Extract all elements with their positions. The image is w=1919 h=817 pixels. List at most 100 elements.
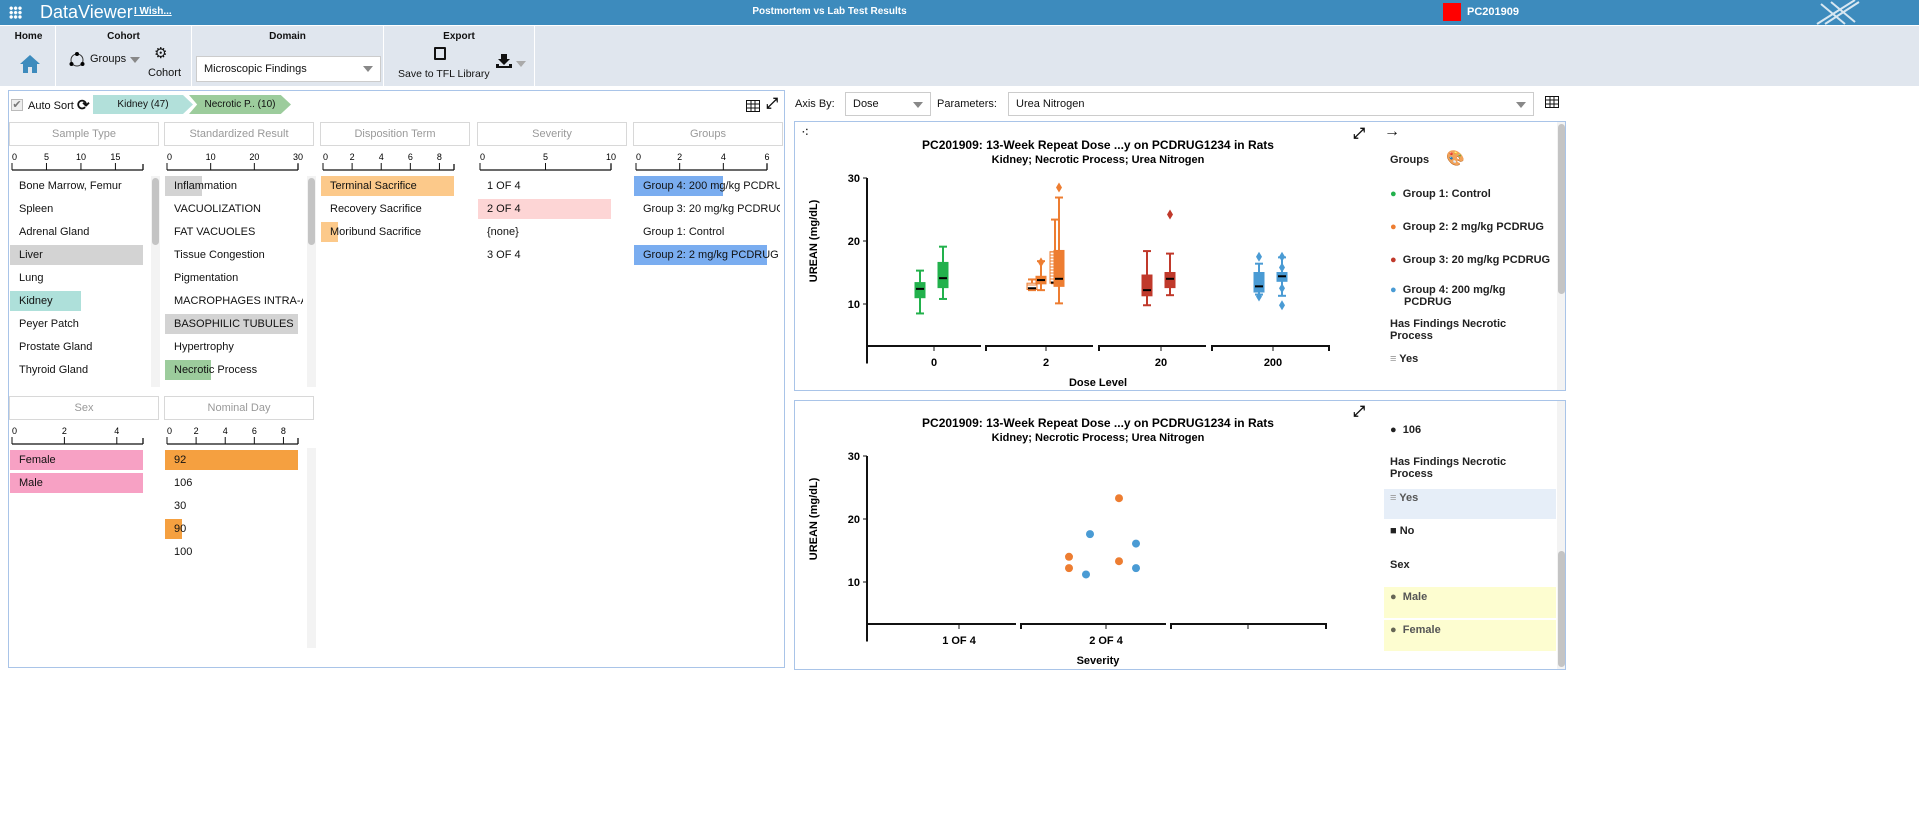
legend-item[interactable]: ● Male (1384, 587, 1556, 618)
facet-item[interactable]: 90 (165, 519, 303, 539)
facet-item[interactable]: Terminal Sacrifice (321, 176, 467, 196)
collapse-legend-arrow-icon[interactable]: → (1384, 123, 1400, 140)
facet-item[interactable]: Necrotic Process (165, 360, 303, 380)
facet-item[interactable]: 92 (165, 450, 303, 470)
palette-icon[interactable]: 🎨 (1446, 150, 1465, 167)
facet-item[interactable]: Spleen (10, 199, 148, 219)
legend-item[interactable]: ≡ Yes (1384, 353, 1556, 365)
facet-item[interactable]: 3 OF 4 (478, 245, 624, 265)
facet-item[interactable]: 100 (165, 542, 303, 562)
auto-sort-checkbox[interactable]: ✔ (11, 99, 23, 111)
facet-item-bar (321, 222, 338, 242)
cohort-button[interactable]: Cohort (148, 67, 182, 79)
axis-tick-label: 4 (114, 426, 119, 436)
outlier-point (1279, 283, 1285, 294)
facet-item[interactable]: Liver (10, 245, 148, 265)
facet-item[interactable]: Thyroid Gland (10, 360, 148, 380)
facet-scrollbar[interactable] (307, 448, 316, 648)
table-icon[interactable] (746, 100, 760, 112)
legend-item[interactable]: ■ No (1384, 525, 1556, 537)
facet-item[interactable]: Group 1: Control (634, 222, 780, 242)
facet-header[interactable]: Disposition Term (320, 122, 470, 146)
export-caret-icon[interactable] (516, 61, 526, 67)
facet-item[interactable]: {none} (478, 222, 624, 242)
facet-item[interactable]: Inflammation (165, 176, 303, 196)
axis-tick-label: 10 (76, 152, 86, 162)
groups-dropdown[interactable]: Groups (90, 53, 127, 65)
facet-header[interactable]: Nominal Day (164, 396, 314, 420)
facet-item[interactable]: FAT VACUOLES (165, 222, 303, 242)
facet-item[interactable]: 2 OF 4 (478, 199, 624, 219)
legend-scrollbar[interactable] (1557, 401, 1565, 669)
axis-by-dropdown[interactable]: Dose (845, 92, 931, 116)
facet-item-label: Inflammation (174, 180, 237, 192)
facet-item[interactable]: Recovery Sacrifice (321, 199, 467, 219)
facet-item[interactable]: Pigmentation (165, 268, 303, 288)
facet-item[interactable]: Tissue Congestion (165, 245, 303, 265)
legend-scrollbar[interactable] (1557, 122, 1565, 390)
study-id[interactable]: PC201909 (1467, 6, 1519, 18)
legend-item[interactable]: ≡ Yes (1384, 489, 1556, 519)
legend-item[interactable]: ● Group 1: Control (1384, 188, 1556, 200)
facet-scrollbar[interactable] (151, 176, 160, 387)
gear-icon[interactable]: ⚙ (154, 45, 168, 62)
facet-item[interactable]: Hypertrophy (165, 337, 303, 357)
axis-tick-label: 15 (110, 152, 120, 162)
legend-item[interactable]: ● 106 (1384, 424, 1556, 436)
table-icon[interactable] (1545, 96, 1559, 108)
expand-chart-icon[interactable]: ⤢ (1353, 403, 1366, 420)
app-grid-icon[interactable] (9, 6, 22, 19)
facet-item[interactable]: Bone Marrow, Femur (10, 176, 148, 196)
facet-item-label: Group 4: 200 mg/kg PCDRUG (643, 180, 780, 192)
facet-item-label: FAT VACUOLES (174, 226, 256, 238)
facet-item[interactable]: Female (10, 450, 156, 470)
facet-header[interactable]: Sample Type (9, 122, 159, 146)
facet-item[interactable]: Adrenal Gland (10, 222, 148, 242)
x-tick-label: 0 (931, 357, 937, 369)
facet-item[interactable]: Lung (10, 268, 148, 288)
legend-item[interactable]: ● Group 4: 200 mg/kg PCDRUG (1384, 284, 1534, 308)
breadcrumb-chip[interactable]: Kidney (47) (93, 95, 193, 114)
facet-header[interactable]: Sex (9, 396, 159, 420)
facet-header[interactable]: Groups (633, 122, 783, 146)
facet-item[interactable]: Male (10, 473, 156, 493)
plot-type-icon[interactable]: ⁖ (801, 124, 810, 140)
refresh-icon[interactable]: ⟳ (77, 97, 90, 114)
domain-dropdown[interactable]: Microscopic Findings (196, 56, 381, 82)
i-wish-link[interactable]: I Wish... (134, 6, 172, 17)
home-icon[interactable] (19, 54, 41, 74)
legend-item[interactable]: ● Female (1384, 620, 1556, 651)
facet-item[interactable]: Moribund Sacrifice (321, 222, 467, 242)
facet-header[interactable]: Standardized Result (164, 122, 314, 146)
expand-icon[interactable]: ⤢ (766, 95, 779, 112)
facet-item[interactable]: Kidney (10, 291, 148, 311)
download-icon[interactable] (496, 54, 512, 68)
x-axis-label: Dose Level (1069, 377, 1127, 389)
groups-caret-icon[interactable] (130, 57, 140, 63)
save-to-tfl-button[interactable]: Save to TFL Library (398, 68, 490, 80)
legend-item[interactable]: ● Group 3: 20 mg/kg PCDRUG (1384, 254, 1556, 266)
breadcrumb-chip[interactable]: Necrotic P.. (10) (189, 95, 291, 114)
facet-item[interactable]: 30 (165, 496, 303, 516)
facet-item[interactable]: Group 3: 20 mg/kg PCDRUG (634, 199, 780, 219)
legend-label: Yes (1399, 353, 1419, 365)
facet-item[interactable]: 106 (165, 473, 303, 493)
facet-header[interactable]: Severity (477, 122, 627, 146)
groups-icon[interactable] (68, 51, 86, 69)
parameters-dropdown[interactable]: Urea Nitrogen (1008, 92, 1534, 116)
facet-item[interactable]: BASOPHILIC TUBULES (165, 314, 303, 334)
facet-item[interactable]: Group 2: 2 mg/kg PCDRUG (634, 245, 780, 265)
facet-item-label: Male (19, 477, 43, 489)
facet-item[interactable]: Peyer Patch (10, 314, 148, 334)
facet-item[interactable]: Group 4: 200 mg/kg PCDRUG (634, 176, 780, 196)
facet-item[interactable]: Prostate Gland (10, 337, 148, 357)
legend-label: Group 2: 2 mg/kg PCDRUG (1402, 221, 1544, 233)
expand-chart-icon[interactable]: ⤢ (1353, 125, 1366, 142)
chart-subtitle: Kidney; Necrotic Process; Urea Nitrogen (992, 432, 1205, 444)
facet-item[interactable]: VACUOLIZATION (165, 199, 303, 219)
facet-item[interactable]: 1 OF 4 (478, 176, 624, 196)
facet-scrollbar[interactable] (307, 176, 316, 387)
facet-item-label: Tissue Congestion (174, 249, 265, 261)
legend-item[interactable]: ● Group 2: 2 mg/kg PCDRUG (1384, 221, 1556, 233)
facet-item[interactable]: MACROPHAGES INTRA-ALVEOLAR (165, 291, 303, 311)
